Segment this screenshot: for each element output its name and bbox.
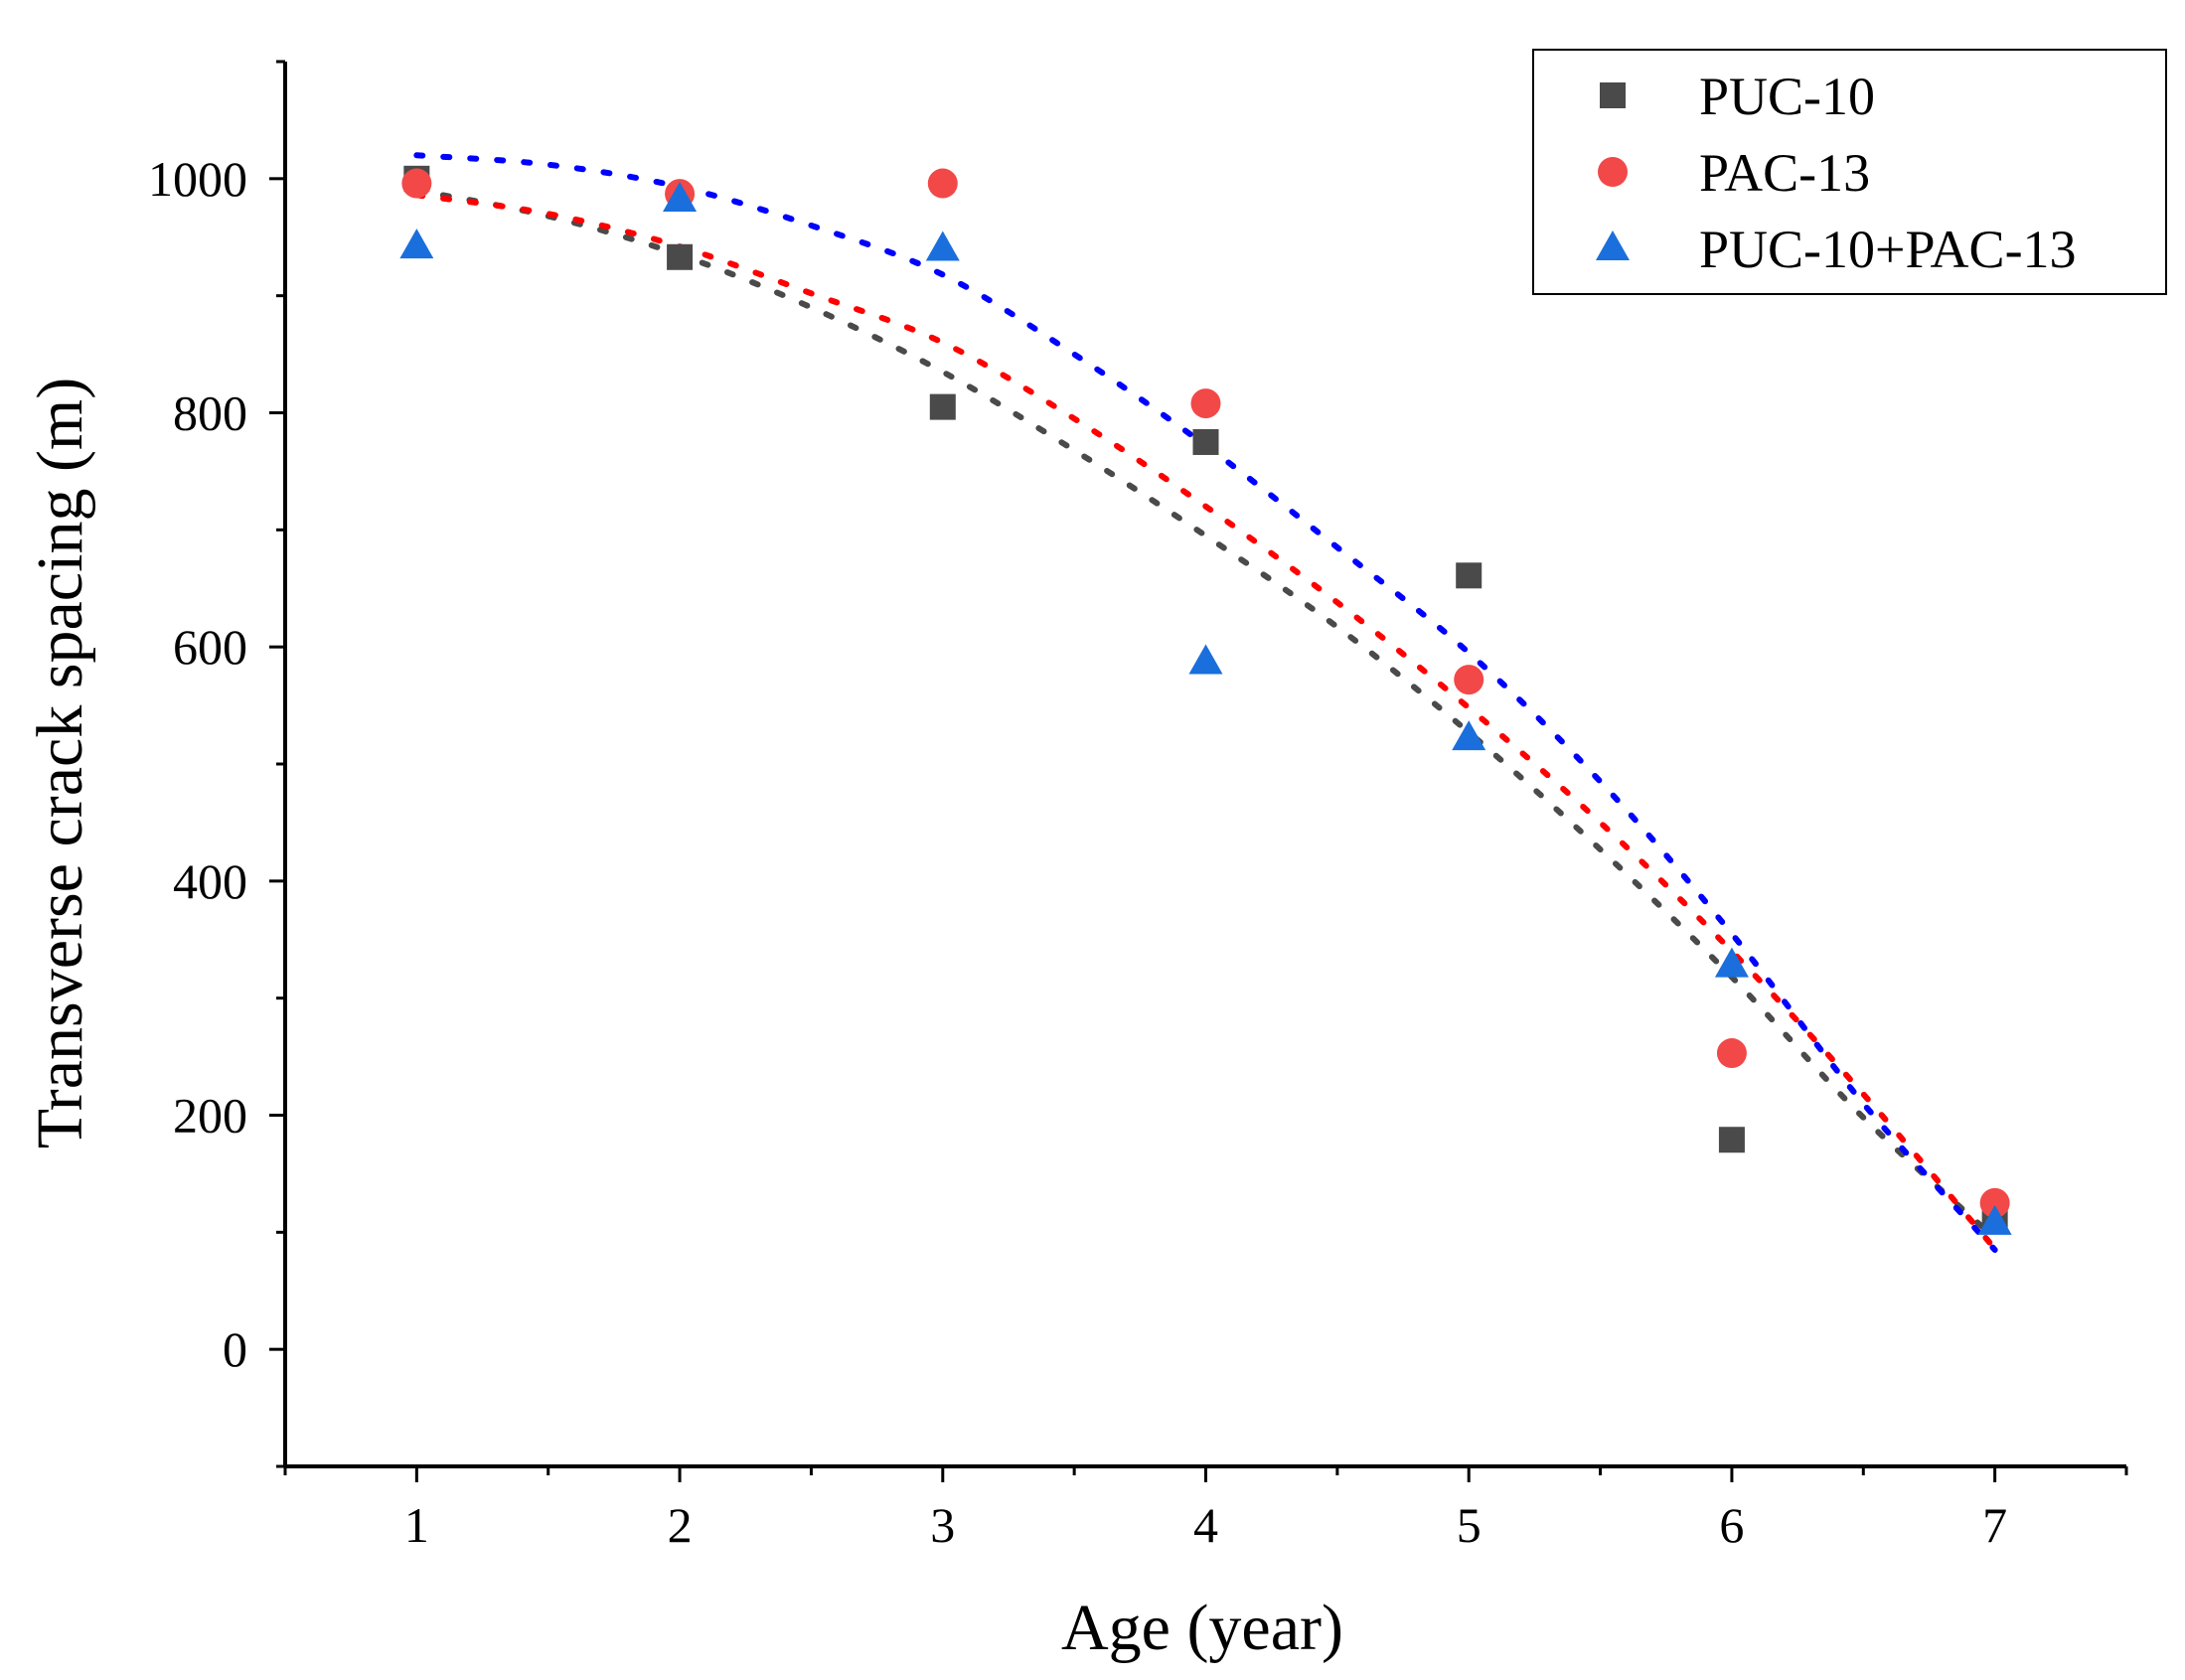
x-tick-label: 2 — [668, 1497, 693, 1553]
trendlines — [413, 152, 1998, 1254]
data-point — [1190, 388, 1221, 419]
legend-marker — [1598, 157, 1628, 187]
y-tick-label: 1000 — [148, 151, 247, 207]
legend-marker — [1600, 82, 1626, 108]
data-point — [1979, 1187, 2010, 1218]
y-axis-title: Transverse crack spacing (m) — [24, 378, 96, 1148]
trendline — [413, 187, 1998, 1242]
data-point — [1452, 720, 1486, 751]
data-point — [925, 230, 960, 261]
data-point — [667, 243, 694, 270]
x-tick-label: 7 — [1982, 1497, 2007, 1553]
data-point — [929, 393, 956, 420]
x-axis-title: Age (year) — [1061, 1592, 1343, 1664]
data-point — [1714, 947, 1749, 978]
legend: PUC-10 PAC-13 PUC-10+PAC-13 — [1532, 49, 2167, 295]
x-tick-label: 5 — [1457, 1497, 1482, 1553]
y-tick-label: 200 — [173, 1088, 247, 1144]
markers — [399, 165, 2012, 1235]
legend-marker — [1596, 230, 1630, 260]
data-point — [1718, 1127, 1745, 1153]
data-point — [663, 182, 698, 213]
x-tick-label: 6 — [1719, 1497, 1744, 1553]
x-tick-label: 1 — [404, 1497, 429, 1553]
tick-labels: 1 2 3 4 5 6 7 0 200 400 600 800 1000 — [148, 151, 2007, 1553]
y-tick-label: 600 — [173, 619, 247, 675]
ticks — [269, 60, 2128, 1482]
legend-items: PUC-10 PAC-13 PUC-10+PAC-13 — [1596, 67, 2077, 279]
data-point — [1716, 1038, 1747, 1069]
legend-box — [1532, 49, 2167, 295]
data-point — [1188, 644, 1223, 675]
data-point — [399, 229, 434, 259]
trendline — [413, 192, 1998, 1252]
legend-label: PAC-13 — [1699, 143, 1870, 203]
trendline — [413, 152, 1998, 1254]
data-point — [1454, 665, 1484, 695]
data-point — [401, 168, 432, 199]
data-point — [1192, 428, 1219, 455]
legend-label: PUC-10+PAC-13 — [1699, 220, 2077, 279]
legend-label: PUC-10 — [1699, 67, 1875, 126]
x-tick-label: 4 — [1193, 1497, 1218, 1553]
y-tick-label: 0 — [223, 1321, 247, 1377]
x-tick-label: 3 — [930, 1497, 955, 1553]
data-point — [1456, 562, 1483, 589]
data-point — [1977, 1204, 2012, 1235]
y-tick-label: 800 — [173, 385, 247, 441]
data-point — [927, 168, 958, 199]
y-tick-label: 400 — [173, 853, 247, 909]
